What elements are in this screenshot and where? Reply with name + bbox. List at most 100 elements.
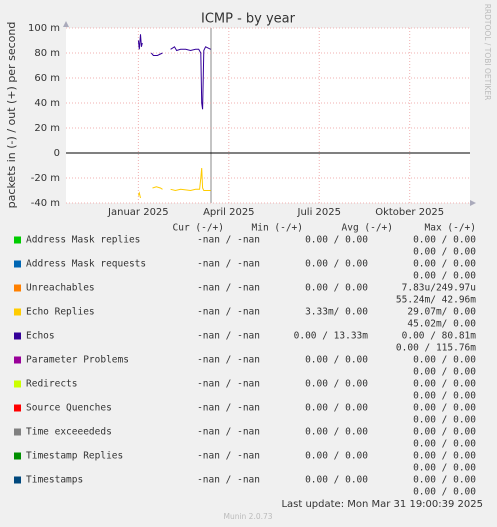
legend-max: 0.00 / 0.00 [413,439,476,450]
legend-swatch [14,476,21,484]
legend-cur: -nan / -nan [197,307,260,318]
y-tick-label: 40 m [34,98,60,109]
legend-cur: -nan / -nan [197,475,260,486]
legend-min: 0.00 / 0.00 [305,475,368,486]
x-tick-label: Oktober 2025 [375,207,444,218]
legend-max: 0.00 / 0.00 [413,391,476,402]
legend-name: Echos [26,331,55,342]
y-tick-label: -40 m [31,198,60,209]
y-tick-label: -20 m [31,173,60,184]
legend-min: 0.00 / 0.00 [305,403,368,414]
legend-name: Unreachables [26,283,95,294]
column-header: Avg (-/+) [342,223,393,234]
legend-name: Source Quenches [26,403,112,414]
legend-max: 0.00 / 0.00 [413,463,476,474]
legend-max: 0.00 / 0.00 [413,247,476,258]
column-header: Max (-/+) [425,223,476,234]
legend-cur: -nan / -nan [197,379,260,390]
axis-arrow [470,200,476,206]
x-tick-label: Juli 2025 [297,207,341,218]
legend-max: 0.00 / 0.00 [413,487,476,498]
legend-cur: -nan / -nan [197,331,260,342]
legend-name: Address Mask requests [26,259,146,270]
legend-name: Time exceeededs [26,427,112,438]
legend-name: Echo Replies [26,307,95,318]
legend-max: 55.24m/ 42.96m [396,295,476,306]
legend-swatch [14,284,21,292]
axis-arrow [63,21,69,27]
legend-cur: -nan / -nan [197,259,260,270]
y-axis-label: packets in (-) / out (+) per second [5,22,18,209]
legend-name: Timestamp Replies [26,451,123,462]
legend-min: 3.33m/ 0.00 [305,307,368,318]
side-label: RRDTOOL / TOBI OETIKER [483,4,492,101]
series-line [152,186,163,190]
legend-cur: -nan / -nan [197,235,260,246]
legend-cur: -nan / -nan [197,283,260,294]
legend-avg: 0.00 / 0.00 [413,235,476,246]
y-tick-label: 0 [54,148,60,159]
legend-avg: 0.00 / 0.00 [413,451,476,462]
legend-min: 0.00 / 13.33m [294,331,369,342]
legend-swatch [14,308,21,316]
y-tick-label: 60 m [34,73,60,84]
series-line [170,167,211,192]
legend-name: Redirects [26,379,77,390]
legend-avg: 0.00 / 0.00 [413,379,476,390]
column-header: Min (-/+) [252,223,303,234]
grid [66,27,470,204]
legend-cur: -nan / -nan [197,427,260,438]
series-line [150,52,163,56]
legend-max: 0.00 / 0.00 [413,271,476,282]
legend-min: 0.00 / 0.00 [305,379,368,390]
legend-swatch [14,356,21,364]
y-tick-label: 80 m [34,48,60,59]
legend-swatch [14,380,21,388]
legend-avg: 0.00 / 0.00 [413,259,476,270]
lines [137,34,211,199]
chart-title: ICMP - by year [201,12,296,27]
series-line [170,46,211,110]
legend-cur: -nan / -nan [197,355,260,366]
legend-avg: 29.07m/ 0.00 [407,307,476,318]
legend-cur: -nan / -nan [197,451,260,462]
legend-swatch [14,452,21,460]
legend-avg: 0.00 / 80.81m [402,331,477,342]
legend-max: 0.00 / 0.00 [413,415,476,426]
legend-avg: 0.00 / 0.00 [413,355,476,366]
series-line [137,34,143,50]
y-tick-label: 100 m [28,23,60,34]
legend-max: 0.00 / 0.00 [413,367,476,378]
legend-min: 0.00 / 0.00 [305,235,368,246]
series-line [137,191,141,199]
legend-swatch [14,428,21,436]
legend-max: 45.02m/ 0.00 [407,319,476,330]
legend-min: 0.00 / 0.00 [305,259,368,270]
legend-cur: -nan / -nan [197,403,260,414]
legend-avg: 7.83u/249.97u [402,283,476,294]
plot-area [66,28,470,203]
column-header: Cur (-/+) [173,223,224,234]
legend-swatch [14,260,21,268]
y-tick-label: 20 m [34,123,60,134]
footer: Munin 2.0.73 [223,512,272,521]
x-tick-label: Januar 2025 [107,207,169,218]
last-update: Last update: Mon Mar 31 19:00:39 2025 [281,499,483,510]
legend-name: Address Mask replies [26,235,140,246]
legend-name: Parameter Problems [26,355,129,366]
legend-swatch [14,236,21,244]
legend-avg: 0.00 / 0.00 [413,403,476,414]
legend-avg: 0.00 / 0.00 [413,427,476,438]
legend-min: 0.00 / 0.00 [305,283,368,294]
legend-min: 0.00 / 0.00 [305,427,368,438]
legend: Cur (-/+) Min (-/+) Avg (-/+) Max (-/+) Addr… [14,223,476,498]
legend-avg: 0.00 / 0.00 [413,475,476,486]
legend-min: 0.00 / 0.00 [305,451,368,462]
legend-max: 0.00 / 115.76m [396,343,476,354]
legend-min: 0.00 / 0.00 [305,355,368,366]
legend-name: Timestamps [26,475,83,486]
legend-swatch [14,332,21,340]
x-tick-label: April 2025 [203,207,254,218]
legend-swatch [14,404,21,412]
